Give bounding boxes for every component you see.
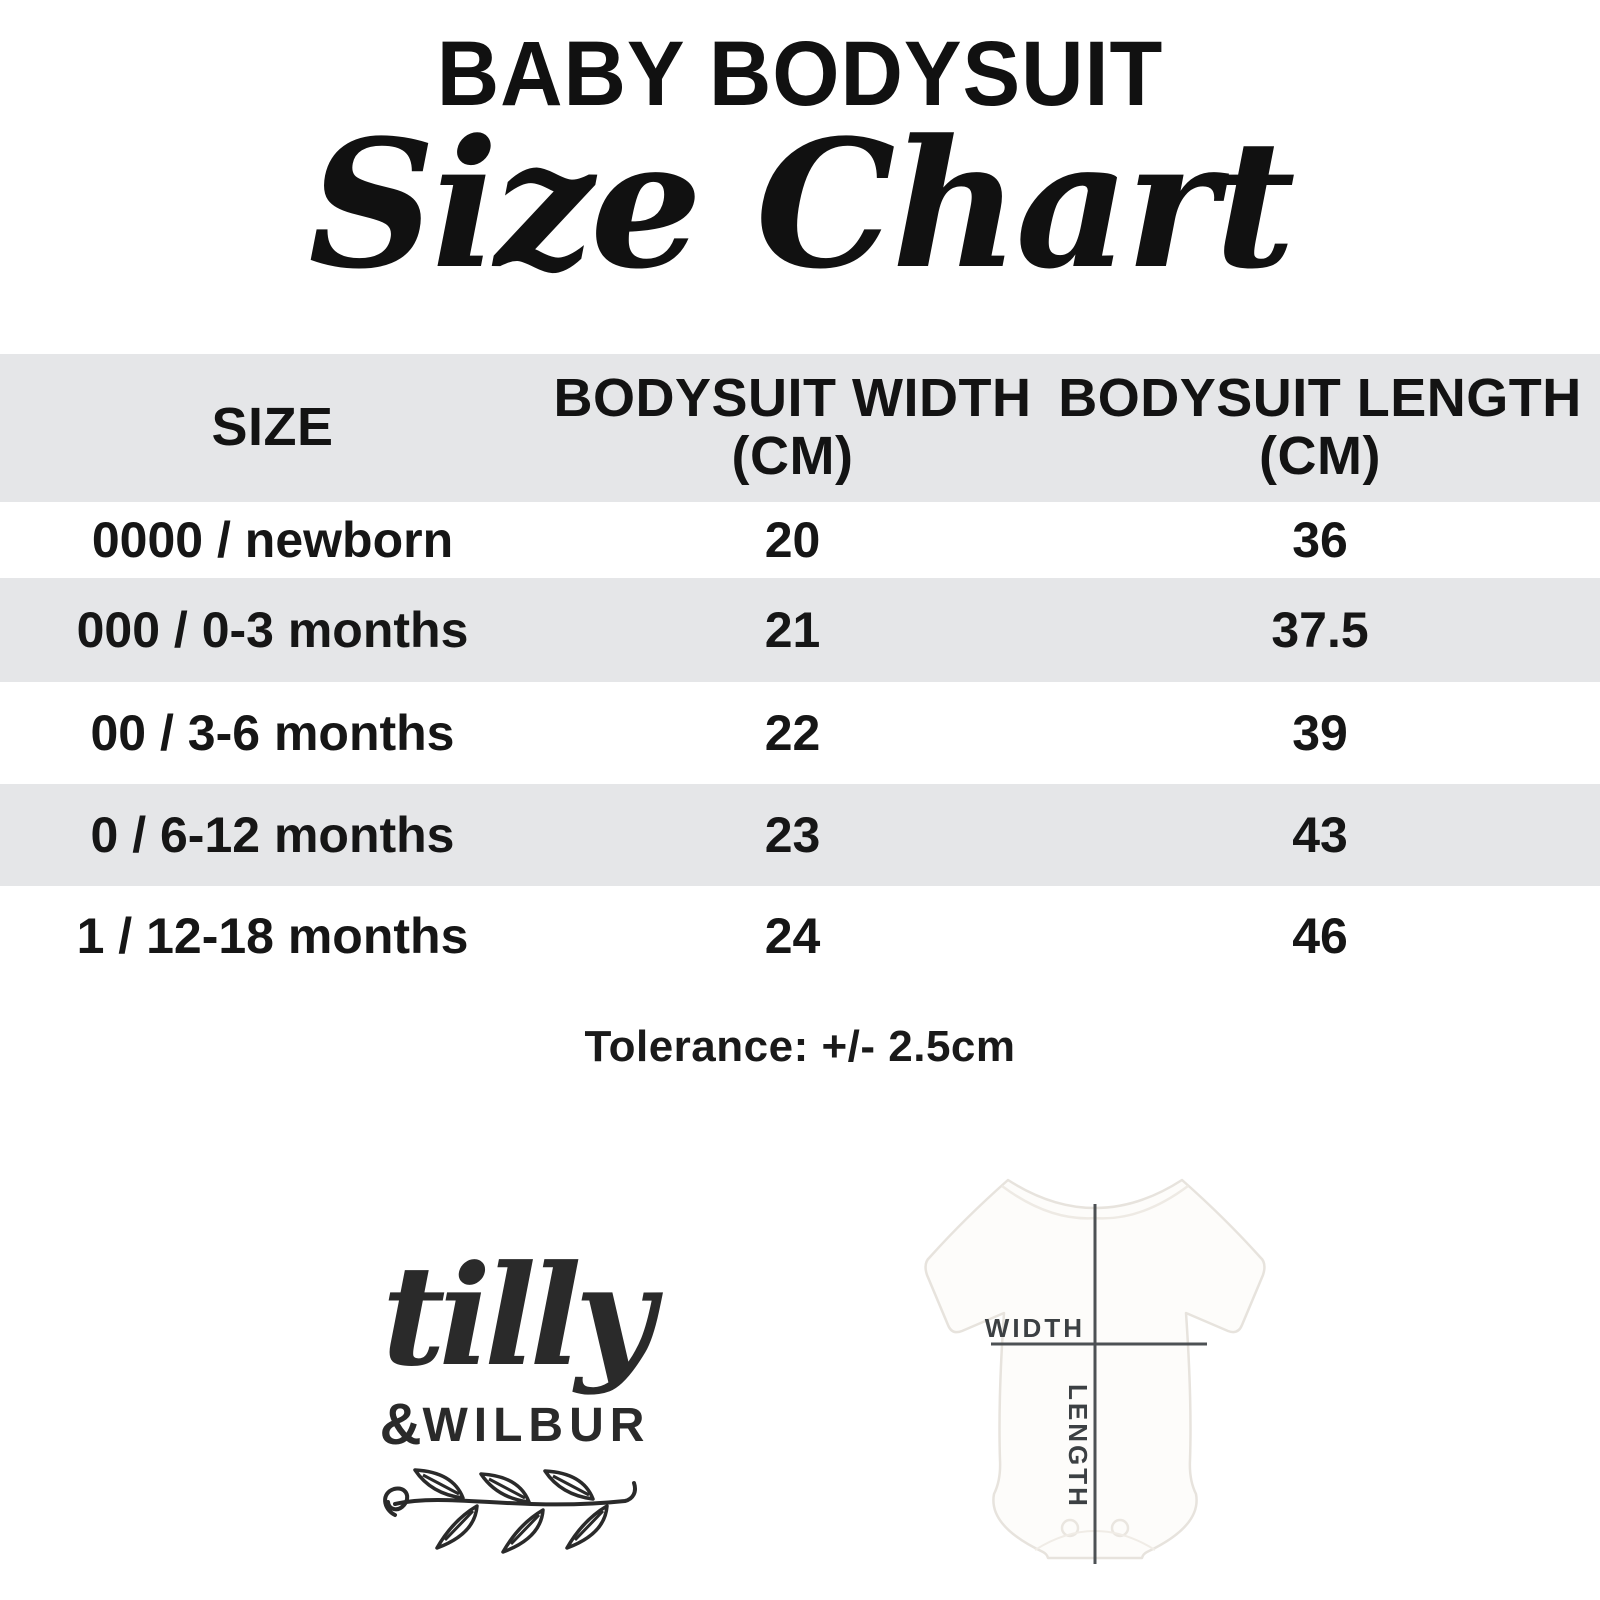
table-header-row: SIZE BODYSUIT WIDTH (CM) BODYSUIT LENGTH… [0, 354, 1600, 502]
column-header-length: BODYSUIT LENGTH (CM) [1040, 368, 1600, 486]
table-row: 0 / 6-12 months 23 43 [0, 784, 1600, 886]
length-cell: 36 [1040, 511, 1600, 569]
size-value: 000 / 0-3 months [76, 602, 469, 658]
width-value: 24 [764, 908, 821, 964]
width-value: 21 [764, 602, 821, 658]
width-cell: 22 [545, 704, 1040, 762]
length-label: LENGTH [1063, 1384, 1093, 1509]
width-value: 20 [764, 512, 821, 568]
table-row: 0000 / newborn 20 36 [0, 502, 1600, 578]
size-cell: 0 / 6-12 months [0, 806, 545, 864]
width-value: 22 [764, 705, 821, 761]
column-header-size-label: SIZE [211, 397, 334, 458]
length-value: 43 [1292, 807, 1348, 863]
column-header-length-label: BODYSUIT LENGTH (CM) [1058, 368, 1582, 486]
brand-script-text: tilly [381, 1234, 655, 1397]
bodysuit-diagram: WIDTH LENGTH [885, 1160, 1325, 1600]
width-label: WIDTH [985, 1313, 1085, 1343]
size-value: 00 / 3-6 months [90, 705, 455, 761]
table-row: 00 / 3-6 months 22 39 [0, 682, 1600, 784]
size-cell: 00 / 3-6 months [0, 704, 545, 762]
size-cell: 1 / 12-18 months [0, 907, 545, 965]
length-cell: 37.5 [1040, 601, 1600, 659]
laurel-branch-icon [360, 1468, 670, 1569]
tolerance-note: Tolerance: +/- 2.5cm [584, 1022, 1016, 1071]
table-row: 1 / 12-18 months 24 46 [0, 886, 1600, 986]
length-value: 37.5 [1271, 602, 1369, 658]
length-cell: 43 [1040, 806, 1600, 864]
column-header-width: BODYSUIT WIDTH (CM) [545, 368, 1040, 486]
width-cell: 20 [545, 511, 1040, 569]
width-cell: 21 [545, 601, 1040, 659]
size-value: 1 / 12-18 months [76, 908, 469, 964]
size-cell: 0000 / newborn [0, 511, 545, 569]
page-subtitle: Size Chart [308, 101, 1295, 308]
size-value: 0000 / newborn [91, 512, 454, 568]
column-header-width-label: BODYSUIT WIDTH (CM) [553, 368, 1032, 486]
page-title: BABY BODYSUIT [436, 23, 1164, 125]
length-cell: 46 [1040, 907, 1600, 965]
brand-wordmark: &WILBUR [360, 1391, 670, 1458]
brand-logo: tilly &WILBUR [360, 1234, 670, 1569]
size-table: SIZE BODYSUIT WIDTH (CM) BODYSUIT LENGTH… [0, 354, 1600, 986]
size-cell: 000 / 0-3 months [0, 601, 545, 659]
width-value: 23 [764, 807, 821, 863]
length-cell: 39 [1040, 704, 1600, 762]
size-value: 0 / 6-12 months [90, 807, 455, 863]
table-row: 000 / 0-3 months 21 37.5 [0, 578, 1600, 682]
length-value: 39 [1292, 705, 1348, 761]
width-cell: 23 [545, 806, 1040, 864]
width-cell: 24 [545, 907, 1040, 965]
length-value: 36 [1292, 512, 1348, 568]
column-header-size: SIZE [0, 397, 545, 458]
ampersand: & [379, 1391, 423, 1457]
brand-name: WILBUR [422, 1398, 651, 1452]
length-value: 46 [1292, 908, 1348, 964]
